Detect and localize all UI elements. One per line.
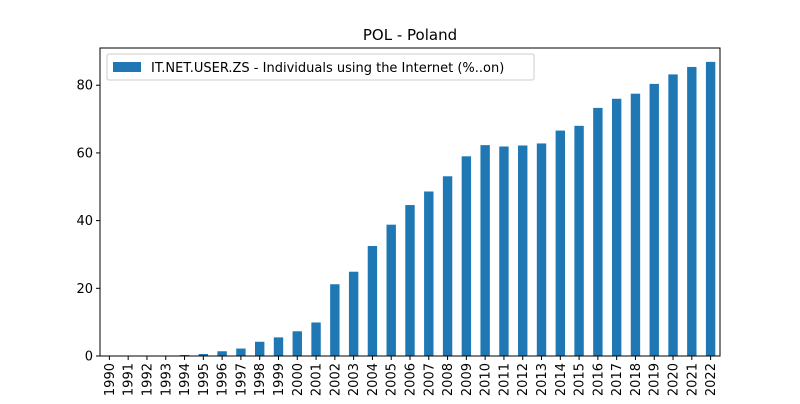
- bar-2010: [480, 145, 490, 356]
- bar-2003: [348, 271, 359, 356]
- x-tick-label: 1996: [216, 363, 231, 396]
- bar-2022: [705, 61, 716, 356]
- x-tick-label: 1992: [140, 363, 155, 396]
- bar-2011: [499, 146, 509, 356]
- x-tick-label: 2009: [460, 363, 475, 396]
- x-tick-label: 2015: [573, 363, 588, 396]
- x-tick-label: 2005: [385, 363, 400, 396]
- bar-2012: [518, 145, 528, 356]
- y-tick-label: 60: [76, 146, 93, 161]
- bar-1994: [179, 354, 190, 356]
- bar-1995: [198, 353, 209, 356]
- bar-2021: [687, 66, 697, 356]
- x-tick-label: 2019: [648, 363, 663, 396]
- bar-2006: [405, 205, 415, 356]
- bar-2017: [611, 98, 622, 357]
- y-tick-label: 20: [76, 282, 93, 297]
- x-tick-label: 2013: [535, 363, 550, 396]
- bar-2015: [574, 125, 584, 356]
- x-tick-label: 2000: [291, 363, 306, 396]
- bar-2009: [461, 156, 472, 356]
- bar-2008: [442, 176, 453, 356]
- bar-2002: [330, 284, 340, 356]
- plot-frame: [99, 47, 721, 357]
- legend-swatch: [113, 62, 141, 72]
- x-tick-label: 2003: [347, 363, 362, 396]
- x-tick-label: 1999: [272, 363, 287, 396]
- x-tick-label: 2008: [441, 363, 456, 396]
- x-tick-label: 2018: [629, 363, 644, 396]
- y-tick-label: 40: [76, 214, 93, 229]
- x-tick-label: 2016: [591, 363, 606, 396]
- x-tick-label: 2014: [554, 363, 569, 396]
- x-tick-label: 2006: [404, 363, 419, 396]
- x-tick-label: 1991: [122, 363, 137, 396]
- bar-2007: [424, 191, 434, 356]
- legend: IT.NET.USER.ZS - Individuals using the I…: [106, 53, 535, 81]
- bar-2004: [367, 246, 378, 356]
- bar-1997: [236, 348, 246, 356]
- bar-2001: [311, 322, 321, 356]
- x-tick-label: 2021: [685, 363, 700, 396]
- y-axis: 0 20 40 60 80: [76, 79, 100, 365]
- chart-title: POL - Poland: [363, 26, 457, 44]
- bar-1996: [217, 351, 227, 356]
- bars-group: [179, 61, 716, 357]
- y-tick-label: 80: [76, 79, 93, 94]
- x-tick-label: 2017: [610, 363, 625, 396]
- x-tick-label: 2022: [704, 363, 719, 396]
- bar-2016: [593, 107, 603, 356]
- x-tick-label: 2020: [667, 363, 682, 396]
- legend-box: [106, 53, 535, 81]
- x-tick-label: 2012: [516, 363, 531, 396]
- bar-2005: [386, 224, 396, 356]
- x-tick-label: 2007: [422, 363, 437, 396]
- x-tick-label: 2004: [366, 363, 381, 396]
- legend-label: IT.NET.USER.ZS - Individuals using the I…: [151, 61, 504, 76]
- bar-2000: [292, 331, 302, 356]
- bar-1999: [273, 337, 284, 356]
- x-tick-label: 2011: [497, 363, 512, 396]
- bar-2020: [668, 74, 678, 357]
- x-tick-label: 1990: [103, 363, 118, 396]
- x-tick-label: 1994: [178, 363, 193, 396]
- y-tick-label: 0: [85, 350, 93, 365]
- x-tick-label: 2010: [479, 363, 494, 396]
- x-tick-label: 2002: [328, 363, 343, 396]
- x-tick-label: 1995: [197, 363, 212, 396]
- x-tick-label: 1997: [234, 363, 249, 396]
- x-tick-label: 1993: [159, 363, 174, 396]
- bar-1998: [255, 341, 265, 356]
- bar-2014: [555, 130, 565, 356]
- bar-2018: [630, 93, 641, 356]
- x-tick-label: 1998: [253, 363, 268, 396]
- x-axis: 1990 1991 1992 1993 1994 1995 1996 1997 1998 1999…: [103, 356, 719, 396]
- bar-2013: [536, 143, 547, 356]
- x-tick-label: 2001: [310, 363, 325, 396]
- bar-2019: [649, 83, 659, 356]
